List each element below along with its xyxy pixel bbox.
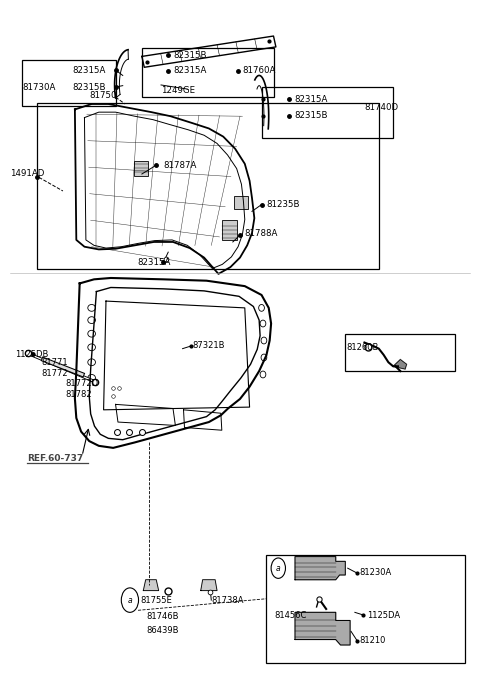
Text: 1491AD: 1491AD: [10, 170, 45, 178]
Bar: [345, 334, 456, 371]
Text: 81210: 81210: [360, 636, 386, 646]
Text: 81772D: 81772D: [65, 379, 98, 388]
Bar: [262, 87, 393, 138]
Bar: [22, 60, 116, 106]
Text: 81782: 81782: [65, 390, 92, 399]
Text: 81750: 81750: [89, 91, 117, 100]
Text: 81230A: 81230A: [360, 569, 392, 577]
Text: 81260B: 81260B: [346, 343, 379, 352]
Text: 81456C: 81456C: [274, 611, 306, 620]
Text: 81746B: 81746B: [147, 612, 179, 621]
Polygon shape: [295, 612, 350, 645]
Text: a: a: [276, 564, 281, 573]
Text: 81772: 81772: [41, 368, 68, 378]
Polygon shape: [201, 580, 217, 590]
Text: 87321B: 87321B: [192, 341, 225, 351]
Polygon shape: [393, 360, 407, 369]
Text: 81755E: 81755E: [141, 596, 172, 605]
Text: 81771: 81771: [41, 358, 68, 367]
Text: 82315B: 82315B: [173, 50, 206, 59]
Text: 81235B: 81235B: [266, 200, 300, 209]
Text: 86439B: 86439B: [147, 627, 179, 635]
Text: 82315A: 82315A: [173, 66, 206, 75]
Bar: [234, 195, 248, 209]
Text: 82315A: 82315A: [72, 65, 106, 74]
Polygon shape: [295, 556, 345, 580]
Text: REF.60-737: REF.60-737: [27, 454, 83, 463]
Text: 1125DA: 1125DA: [367, 611, 400, 620]
Bar: [142, 48, 274, 97]
Bar: [134, 161, 148, 176]
Text: a: a: [128, 596, 132, 605]
Text: 82315B: 82315B: [72, 82, 106, 91]
Bar: [222, 219, 237, 240]
Bar: [36, 103, 379, 269]
Text: 81787A: 81787A: [163, 161, 197, 170]
Text: 81740D: 81740D: [364, 103, 398, 112]
Text: 81788A: 81788A: [245, 229, 278, 238]
Text: 82315A: 82315A: [137, 258, 170, 267]
Text: 81760A: 81760A: [242, 66, 276, 75]
Polygon shape: [144, 580, 158, 590]
Bar: [266, 554, 465, 663]
Text: 82315A: 82315A: [294, 95, 327, 104]
Text: 1125DB: 1125DB: [15, 349, 48, 359]
Text: 82315B: 82315B: [294, 111, 327, 120]
Text: 81730A: 81730A: [22, 82, 56, 91]
Text: 1249GE: 1249GE: [161, 86, 195, 95]
Text: 81738A: 81738A: [211, 596, 244, 605]
